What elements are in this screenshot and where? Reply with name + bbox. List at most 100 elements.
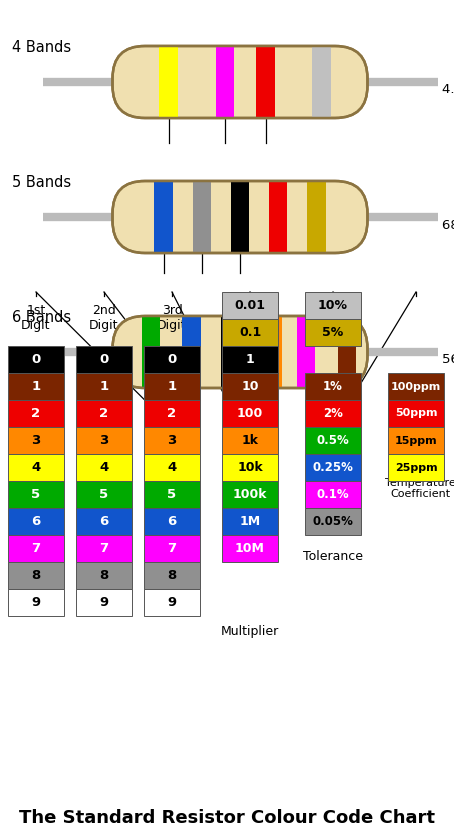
Bar <box>305 319 361 346</box>
Bar <box>338 316 356 388</box>
Text: 2%: 2% <box>323 407 343 420</box>
Bar <box>269 181 287 253</box>
Text: 9: 9 <box>31 596 40 609</box>
Text: 3: 3 <box>99 434 109 447</box>
Bar <box>76 346 132 373</box>
Text: 10M: 10M <box>235 542 265 555</box>
Bar <box>8 346 64 373</box>
Text: 5: 5 <box>168 488 177 501</box>
Bar <box>144 346 200 373</box>
Text: 9: 9 <box>168 596 177 609</box>
Text: 1%: 1% <box>323 380 343 393</box>
Text: Temperature
Coefficient: Temperature Coefficient <box>385 478 454 499</box>
Bar <box>144 508 200 535</box>
Text: 8: 8 <box>31 569 40 582</box>
Bar <box>144 427 200 454</box>
Text: 0: 0 <box>168 353 177 366</box>
Text: 6: 6 <box>168 515 177 528</box>
Text: 3: 3 <box>31 434 40 447</box>
FancyBboxPatch shape <box>113 181 367 253</box>
Text: 4.7KΩ, 10%: 4.7KΩ, 10% <box>443 84 454 96</box>
Bar <box>8 562 64 589</box>
FancyBboxPatch shape <box>113 316 367 388</box>
FancyBboxPatch shape <box>113 46 367 118</box>
Bar <box>76 562 132 589</box>
Text: 7: 7 <box>168 542 177 555</box>
Bar <box>222 373 278 400</box>
Text: 0.1: 0.1 <box>239 326 261 339</box>
Bar <box>305 481 361 508</box>
Bar <box>222 319 278 346</box>
Bar <box>305 508 361 535</box>
Text: 0.01: 0.01 <box>235 299 266 312</box>
Bar <box>144 481 200 508</box>
Bar <box>192 181 211 253</box>
Text: 4: 4 <box>99 461 109 474</box>
Text: 100: 100 <box>237 407 263 420</box>
Bar <box>222 508 278 535</box>
Bar <box>305 400 361 427</box>
Bar <box>297 316 316 388</box>
Bar <box>76 535 132 562</box>
Bar <box>8 535 64 562</box>
Bar <box>305 427 361 454</box>
Bar <box>8 400 64 427</box>
Text: 15ppm: 15ppm <box>395 436 437 446</box>
Bar <box>222 481 278 508</box>
Text: 1st
Digit: 1st Digit <box>21 304 51 332</box>
Text: 0.25%: 0.25% <box>312 461 353 474</box>
Bar <box>144 454 200 481</box>
Bar <box>76 589 132 616</box>
Text: 0.1%: 0.1% <box>317 488 349 501</box>
Text: 7: 7 <box>31 542 40 555</box>
Bar <box>159 46 178 118</box>
Text: 8: 8 <box>99 569 109 582</box>
Text: 1: 1 <box>31 380 40 393</box>
Text: 9: 9 <box>99 596 109 609</box>
Text: 2: 2 <box>99 407 109 420</box>
Bar <box>388 373 444 400</box>
Text: 4: 4 <box>31 461 40 474</box>
Text: 3: 3 <box>168 434 177 447</box>
Text: 6 Bands: 6 Bands <box>12 310 71 325</box>
Bar <box>216 46 234 118</box>
Text: The Standard Resistor Colour Code Chart: The Standard Resistor Colour Code Chart <box>19 809 435 827</box>
Bar <box>264 316 282 388</box>
Text: 0.05%: 0.05% <box>312 515 353 528</box>
Text: 6: 6 <box>31 515 40 528</box>
Bar <box>222 346 278 373</box>
Bar <box>8 481 64 508</box>
Bar <box>222 535 278 562</box>
Bar <box>388 400 444 427</box>
Text: 1M: 1M <box>239 515 261 528</box>
Text: 8: 8 <box>168 569 177 582</box>
Text: 1: 1 <box>168 380 177 393</box>
Text: 50ppm: 50ppm <box>395 408 437 418</box>
Text: 4: 4 <box>168 461 177 474</box>
Bar <box>8 373 64 400</box>
Text: 3rd
Digit: 3rd Digit <box>157 304 187 332</box>
Bar <box>307 181 326 253</box>
Text: 5: 5 <box>99 488 109 501</box>
Bar <box>222 427 278 454</box>
Text: Tolerance: Tolerance <box>303 550 363 563</box>
Bar <box>305 373 361 400</box>
Bar <box>305 292 361 319</box>
Bar <box>76 400 132 427</box>
Bar <box>388 427 444 454</box>
Bar <box>144 535 200 562</box>
Text: 68KΩ, 5%: 68KΩ, 5% <box>443 219 454 231</box>
Text: 5%: 5% <box>322 326 344 339</box>
Bar <box>8 454 64 481</box>
Text: 7: 7 <box>99 542 109 555</box>
Bar <box>222 454 278 481</box>
Text: 1: 1 <box>99 380 109 393</box>
Bar <box>231 181 249 253</box>
Text: 0.5%: 0.5% <box>316 434 350 447</box>
Bar <box>8 508 64 535</box>
Bar <box>183 316 201 388</box>
Text: 1k: 1k <box>242 434 258 447</box>
Bar <box>8 427 64 454</box>
Bar <box>142 316 160 388</box>
Text: 0: 0 <box>31 353 40 366</box>
